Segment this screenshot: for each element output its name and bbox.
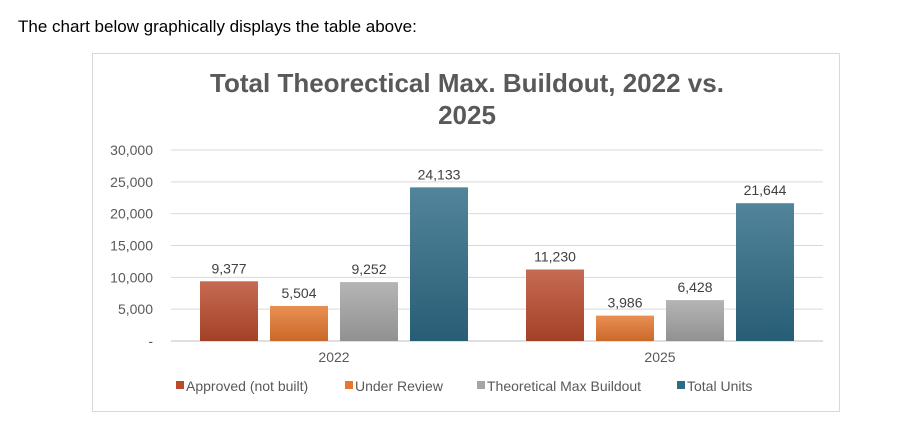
legend-item: Approved (not built) [176, 378, 308, 394]
legend-swatch [176, 381, 184, 389]
chart-title: Total Theorectical Max. Buildout, 2022 v… [210, 68, 724, 130]
data-label: 6,428 [677, 279, 712, 295]
y-tick-label: 20,000 [110, 206, 153, 222]
chart-title-line: 2025 [438, 100, 496, 130]
data-label: 11,230 [534, 249, 576, 265]
legend-label: Theoretical Max Buildout [487, 378, 641, 394]
bar-total-units-2025 [736, 203, 794, 341]
x-category-label: 2025 [644, 349, 675, 365]
legend-item: Theoretical Max Buildout [477, 378, 641, 394]
bar-total-units-2022 [410, 187, 468, 341]
bar-theoretical-max-buildout-2025 [666, 300, 724, 341]
legend-item: Total Units [677, 378, 752, 394]
legend-swatch [345, 381, 353, 389]
legend-label: Under Review [355, 378, 444, 394]
y-tick-label: 25,000 [110, 174, 153, 190]
legend-label: Approved (not built) [186, 378, 308, 394]
legend-swatch [477, 381, 485, 389]
data-label: 5,504 [281, 285, 316, 301]
x-category-label: 2022 [318, 349, 349, 365]
data-label: 9,377 [211, 260, 246, 276]
bar-approved-not-built-2022 [200, 281, 258, 341]
y-tick-label: 5,000 [118, 301, 153, 317]
chart-title-line: Total Theorectical Max. Buildout, 2022 v… [210, 68, 724, 98]
legend: Approved (not built) Under Review Theoreti… [176, 378, 752, 394]
data-labels: 9,377 5,504 9,252 24,133 11,230 3,986 6,428 21,… [211, 166, 786, 310]
gridlines [171, 149, 823, 342]
bar-theoretical-max-buildout-2022 [340, 282, 398, 341]
bars [200, 187, 794, 341]
y-axis-ticks: - 5,000 10,000 15,000 20,000 25,000 30,000 [110, 142, 153, 349]
chart-frame: Total Theorectical Max. Buildout, 2022 v… [92, 53, 840, 412]
y-tick-label: - [148, 333, 153, 349]
y-tick-label: 15,000 [110, 238, 153, 254]
bar-chart: Total Theorectical Max. Buildout, 2022 v… [110, 68, 823, 394]
y-tick-label: 30,000 [110, 142, 153, 158]
data-label: 24,133 [418, 166, 461, 182]
x-axis-categories: 2022 2025 [318, 349, 675, 365]
data-label: 21,644 [744, 182, 787, 198]
intro-text: The chart below graphically displays the… [18, 17, 417, 36]
bar-under-review-2022 [270, 305, 328, 341]
legend-swatch [677, 381, 685, 389]
y-tick-label: 10,000 [110, 269, 153, 285]
data-label: 3,986 [607, 295, 642, 311]
bar-approved-not-built-2025 [526, 269, 584, 341]
legend-item: Under Review [345, 378, 444, 394]
data-label: 9,252 [351, 261, 386, 277]
bar-under-review-2025 [596, 315, 654, 341]
legend-label: Total Units [687, 378, 752, 394]
